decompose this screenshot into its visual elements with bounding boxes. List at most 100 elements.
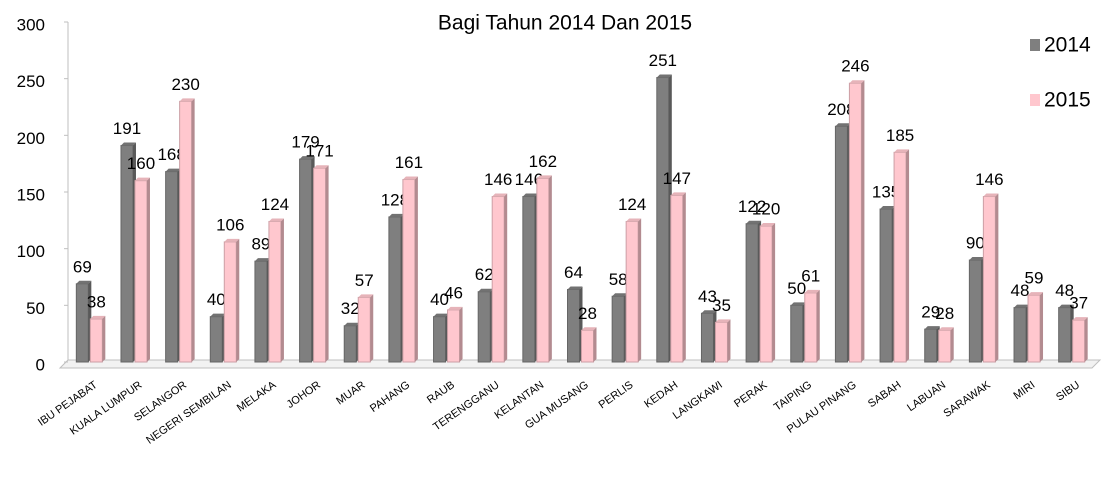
x-tick-label: NEGERI SEMBILAN xyxy=(144,379,234,447)
bar-side xyxy=(325,165,329,362)
bar-top xyxy=(299,156,315,160)
bar-side xyxy=(414,176,418,362)
data-label: 28 xyxy=(935,304,954,323)
bar xyxy=(522,196,536,363)
bar-side xyxy=(638,218,642,362)
data-label: 128 xyxy=(381,190,409,209)
bar xyxy=(848,82,862,363)
data-label: 64 xyxy=(564,263,583,282)
bar-top xyxy=(254,258,270,262)
bar-top xyxy=(670,192,686,196)
bar xyxy=(670,194,684,363)
bar xyxy=(536,177,550,363)
bar xyxy=(209,316,223,363)
data-label: 57 xyxy=(355,271,374,290)
data-label: 246 xyxy=(841,57,869,76)
data-label: 59 xyxy=(1025,269,1044,288)
x-tick-label: PERAK xyxy=(732,379,770,411)
bar xyxy=(567,288,580,363)
bar-top xyxy=(626,218,642,222)
bar-top xyxy=(120,142,136,146)
data-label: 251 xyxy=(649,51,677,70)
x-tick-label: LANGKAWI xyxy=(671,379,725,422)
bar-top xyxy=(90,315,106,319)
data-label: 160 xyxy=(127,154,155,173)
bar-side xyxy=(995,193,999,362)
data-label: 32 xyxy=(341,299,360,318)
bar xyxy=(714,321,728,363)
bar-top xyxy=(567,286,583,290)
bar xyxy=(120,145,134,363)
bar-top xyxy=(612,293,628,297)
bar-top xyxy=(224,238,240,242)
data-label: 29 xyxy=(921,303,940,322)
data-label: 89 xyxy=(251,235,270,254)
bar-side xyxy=(1084,317,1088,362)
bar xyxy=(893,151,907,363)
bar xyxy=(477,291,491,363)
x-tick-label: MUAR xyxy=(334,379,367,407)
bar xyxy=(982,196,996,363)
x-tick-label: PERLIS xyxy=(597,379,636,411)
bar xyxy=(313,167,327,363)
bar-top xyxy=(924,326,940,330)
x-tick-label: PAHANG xyxy=(368,379,412,415)
data-label: 58 xyxy=(609,270,628,289)
bar-side xyxy=(1040,292,1044,362)
bar xyxy=(388,216,402,363)
data-label: 122 xyxy=(738,197,766,216)
bar-top xyxy=(210,313,226,317)
x-tick-label: KEDAH xyxy=(642,379,680,411)
y-tick-label: 100 xyxy=(17,242,45,261)
bar-top xyxy=(760,223,776,226)
chart-title: Bagi Tahun 2014 Dan 2015 xyxy=(438,12,692,35)
bar xyxy=(223,241,237,363)
bar-side xyxy=(236,238,240,362)
data-label: 46 xyxy=(444,283,463,302)
x-tick-label: MIRI xyxy=(1011,379,1037,402)
bar-top xyxy=(522,193,538,197)
bar-top xyxy=(388,213,404,217)
legend-label: 2014 xyxy=(1044,34,1091,57)
bar-top xyxy=(1058,304,1074,308)
data-label: 120 xyxy=(752,199,780,218)
data-label: 168 xyxy=(157,145,185,164)
data-label: 171 xyxy=(305,142,333,161)
bar-top xyxy=(134,177,150,181)
x-tick-label: SARAWAK xyxy=(941,379,993,420)
bar xyxy=(625,220,639,363)
data-label: 48 xyxy=(1055,281,1074,300)
bar-top xyxy=(969,257,985,260)
bar-side xyxy=(548,175,552,362)
bar xyxy=(491,196,505,363)
bar-top xyxy=(1072,317,1088,321)
data-label: 43 xyxy=(698,287,717,306)
legend-swatch xyxy=(1030,39,1040,51)
bar xyxy=(299,158,313,363)
y-tick-label: 0 xyxy=(36,355,45,374)
bar xyxy=(1027,294,1041,363)
bar-top xyxy=(804,289,820,293)
x-tick-label: SABAH xyxy=(866,379,903,410)
bar-side xyxy=(102,315,106,362)
bar-top xyxy=(790,302,806,306)
data-label: 40 xyxy=(430,290,449,309)
bar xyxy=(89,318,103,363)
bar-side xyxy=(727,319,731,362)
bar-top xyxy=(1028,292,1044,296)
bar xyxy=(165,171,179,363)
data-label: 124 xyxy=(261,195,289,214)
bar xyxy=(790,304,804,363)
bar-side xyxy=(906,149,910,362)
bar xyxy=(268,220,282,363)
bar xyxy=(745,223,759,363)
bar-top xyxy=(581,327,597,331)
data-label: 208 xyxy=(827,100,855,119)
bar-top xyxy=(179,98,195,102)
bar-top xyxy=(1014,304,1030,308)
bar-top xyxy=(402,176,418,180)
bar xyxy=(938,329,952,363)
data-label: 61 xyxy=(801,266,820,285)
data-label: 135 xyxy=(872,182,900,201)
